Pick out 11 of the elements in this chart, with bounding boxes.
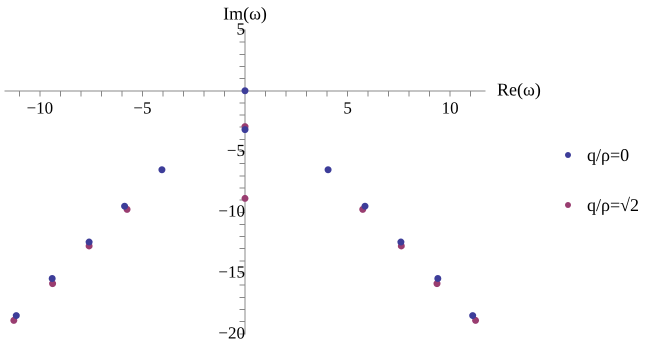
- legend-label: q/ρ=0: [587, 144, 630, 166]
- y-tick-label: −5: [226, 140, 245, 160]
- y-tick-label: −15: [218, 262, 245, 282]
- x-tick-label: 10: [442, 98, 459, 118]
- x-tick-label: −5: [133, 98, 152, 118]
- legend-label: q/ρ=√2: [587, 194, 640, 216]
- x-tick-label: 5: [343, 98, 352, 118]
- y-tick-label: −10: [218, 202, 245, 221]
- x-axis-title: Re(ω): [497, 79, 541, 100]
- x-tick-label: −10: [26, 98, 54, 118]
- y-tick-label: −20: [218, 323, 245, 342]
